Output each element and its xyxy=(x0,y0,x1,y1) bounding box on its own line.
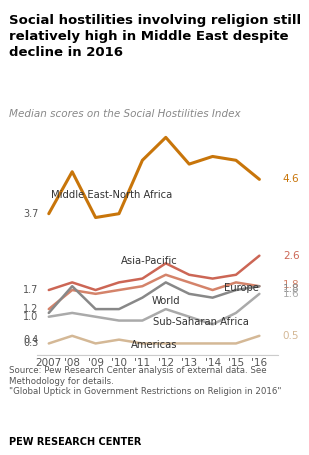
Text: Americas: Americas xyxy=(131,339,177,349)
Text: Source: Pew Research Center analysis of external data. See
Methodology for detai: Source: Pew Research Center analysis of … xyxy=(9,366,282,396)
Text: 1.0: 1.0 xyxy=(23,312,38,322)
Text: 1.2: 1.2 xyxy=(23,304,38,314)
Text: Asia-Pacific: Asia-Pacific xyxy=(121,256,178,266)
Text: 1.8: 1.8 xyxy=(283,284,299,294)
Text: 4.6: 4.6 xyxy=(283,174,299,184)
Text: Middle East-North Africa: Middle East-North Africa xyxy=(51,190,172,200)
Text: PEW RESEARCH CENTER: PEW RESEARCH CENTER xyxy=(9,437,142,447)
Text: 0.4: 0.4 xyxy=(23,334,38,344)
Text: Europe: Europe xyxy=(224,283,259,293)
Text: World: World xyxy=(151,296,180,306)
Text: 0.3: 0.3 xyxy=(23,339,38,349)
Text: 2.6: 2.6 xyxy=(283,251,299,261)
Text: Social hostilities involving religion still
relatively high in Middle East despi: Social hostilities involving religion st… xyxy=(9,14,301,59)
Text: 1.7: 1.7 xyxy=(23,285,38,295)
Text: 1.8: 1.8 xyxy=(283,280,299,290)
Text: 3.7: 3.7 xyxy=(23,209,38,219)
Text: Sub-Saharan Africa: Sub-Saharan Africa xyxy=(153,318,249,328)
Text: 0.5: 0.5 xyxy=(283,331,299,341)
Text: 1.6: 1.6 xyxy=(283,289,299,299)
Text: Median scores on the Social Hostilities Index: Median scores on the Social Hostilities … xyxy=(9,109,241,119)
